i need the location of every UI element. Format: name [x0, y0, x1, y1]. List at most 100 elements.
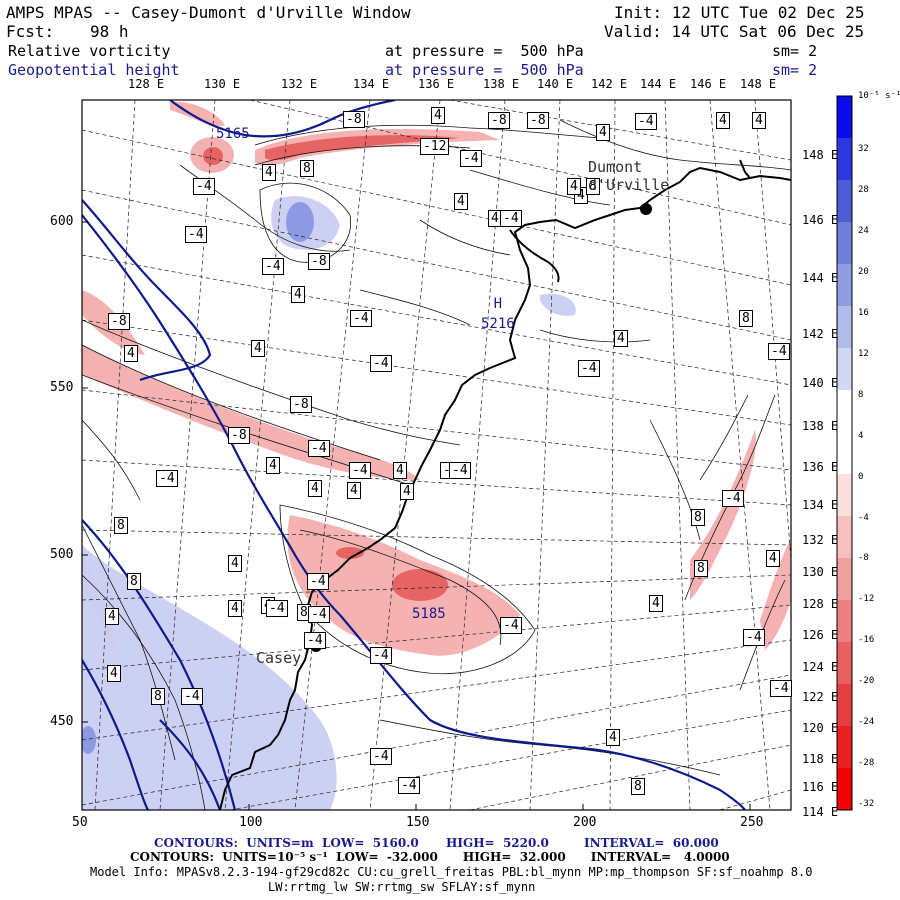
init-time: Init: 12 UTC Tue 02 Dec 25 — [614, 3, 865, 22]
top-lon-label: 138 E — [483, 77, 520, 91]
colorbar-frame — [836, 95, 853, 811]
contour-label: 4 — [716, 112, 730, 129]
colorbar-tick-label: 32 — [858, 143, 869, 154]
pressure-vorticity: at pressure = 500 hPa — [385, 42, 584, 60]
contour-label: 4 — [393, 462, 407, 479]
colorbar-tick-label: -28 — [858, 758, 875, 769]
contour-label: -4 — [308, 440, 330, 457]
right-lat-label: 132 E — [802, 533, 839, 547]
colorbar-tick-label: 0 — [858, 471, 864, 482]
colorbar-swatch — [837, 138, 852, 181]
contour-label: -4 — [578, 360, 600, 377]
contour-label: -8 — [488, 112, 510, 129]
top-lon-label: 148 E — [740, 77, 777, 91]
footer-height-high: HIGH= 5220.0 — [446, 836, 549, 850]
contour-label: -4 — [500, 617, 522, 634]
right-lat-label: 128 E — [802, 597, 839, 611]
right-lat-label: 122 E — [802, 690, 839, 704]
vorticity-colorbar — [836, 95, 853, 811]
right-lat-label: 136 E — [802, 460, 839, 474]
footer-model-info: Model Info: MPASv8.2.3-194-gf29cd82c CU:… — [90, 865, 813, 879]
height-low-label-north: 5165 — [216, 126, 250, 142]
bottom-grid-label: 200 — [573, 815, 597, 830]
footer-height-interval: INTERVAL= 60.000 — [584, 836, 719, 850]
strong-negative-vorticity — [203, 135, 460, 601]
contour-label: -4 — [266, 600, 288, 617]
colorbar-tick-label: 16 — [858, 307, 869, 318]
contour-label: -4 — [500, 210, 522, 227]
contour-label: 4 — [567, 178, 581, 195]
bottom-grid-label: 150 — [406, 815, 430, 830]
colorbar-tick-label: -12 — [858, 594, 875, 605]
contour-label: 4 — [766, 550, 780, 567]
colorbar-tick-label: -16 — [858, 635, 875, 646]
contour-label: 4 — [291, 286, 305, 303]
colorbar-swatch — [837, 180, 852, 223]
geopotential-height-contours — [82, 100, 746, 810]
contour-label: 4 — [266, 457, 280, 474]
contour-label: 4 — [124, 345, 138, 362]
contour-label: 4 — [606, 729, 620, 746]
colorbar-tick-label: 20 — [858, 266, 869, 277]
colorbar-swatch — [837, 516, 852, 559]
top-lon-label: 144 E — [640, 77, 677, 91]
contour-label: -8 — [527, 112, 549, 129]
contour-label: -8 — [108, 313, 130, 330]
footer-model-info-2: LW:rrtmg_lw SW:rrtmg_sw SFLAY:sf_mynn — [268, 880, 536, 894]
contour-label: 8 — [631, 778, 645, 795]
pressure-geopotential: at pressure = 500 hPa — [385, 61, 584, 79]
right-lat-label: 148 E — [802, 148, 839, 162]
dumont-durville-station-marker — [640, 203, 652, 215]
axis-ticks — [81, 221, 751, 810]
colorbar-tick-label: -20 — [858, 676, 875, 687]
colorbar-swatch — [837, 222, 852, 265]
colorbar-swatch — [837, 768, 852, 811]
contour-label: 8 — [691, 509, 705, 526]
contour-label: 8 — [127, 573, 141, 590]
top-lon-label: 128 E — [128, 77, 165, 91]
contour-label: 8 — [694, 560, 708, 577]
colorbar-tick-label: 12 — [858, 348, 869, 359]
valid-time: Valid: 14 UTC Sat 06 Dec 25 — [604, 22, 865, 41]
right-lat-label: 134 E — [802, 498, 839, 512]
top-lon-label: 132 E — [281, 77, 318, 91]
footer-vorticity-contours: CONTOURS: UNITS=10⁻⁵ s⁻¹ LOW= -32.000 HI… — [130, 850, 730, 864]
right-lat-label: 120 E — [802, 721, 839, 735]
right-lat-label: 118 E — [802, 752, 839, 766]
contour-label: 4 — [228, 600, 242, 617]
contour-label: 4 — [308, 480, 322, 497]
contour-label: -4 — [398, 777, 420, 794]
contour-label: 4 — [649, 595, 663, 612]
contour-label: -4 — [307, 573, 329, 590]
smoothing-geopotential: sm= 2 — [772, 61, 818, 79]
contour-label: 8 — [297, 604, 311, 621]
forecast-label: Fcst: — [6, 22, 55, 41]
contour-label: -12 — [420, 138, 450, 155]
colorbar-swatch — [837, 474, 852, 517]
contour-label: -4 — [193, 178, 215, 195]
right-lat-label: 138 E — [802, 419, 839, 433]
top-lon-label: 142 E — [591, 77, 628, 91]
contour-label: -4 — [304, 632, 326, 649]
colorbar-tick-label: 8 — [858, 389, 864, 400]
contour-label: -4 — [308, 606, 330, 623]
contour-label: -4 — [722, 490, 744, 507]
colorbar-unit-label: 10⁻⁵ s⁻¹ — [858, 91, 900, 101]
contour-label: -4 — [156, 470, 178, 487]
positive-vorticity-shading — [82, 196, 576, 810]
contour-label: 4 — [454, 193, 468, 210]
right-lat-label: 140 E — [802, 376, 839, 390]
contour-label: 8 — [151, 688, 165, 705]
contour-label: 8 — [114, 517, 128, 534]
colorbar-swatch — [837, 642, 852, 685]
right-lat-label: 130 E — [802, 565, 839, 579]
colorbar-swatch — [837, 432, 852, 475]
contour-label: -4 — [768, 343, 790, 360]
contour-label: 4 — [228, 555, 242, 572]
contour-label: -8 — [308, 253, 330, 270]
footer-height-contours: CONTOURS: UNITS=m LOW= 5160.0 — [154, 836, 419, 850]
contour-label: 4 — [752, 112, 766, 129]
contour-label: 4 — [107, 665, 121, 682]
right-lat-label: 126 E — [802, 628, 839, 642]
colorbar-swatch — [837, 96, 852, 139]
